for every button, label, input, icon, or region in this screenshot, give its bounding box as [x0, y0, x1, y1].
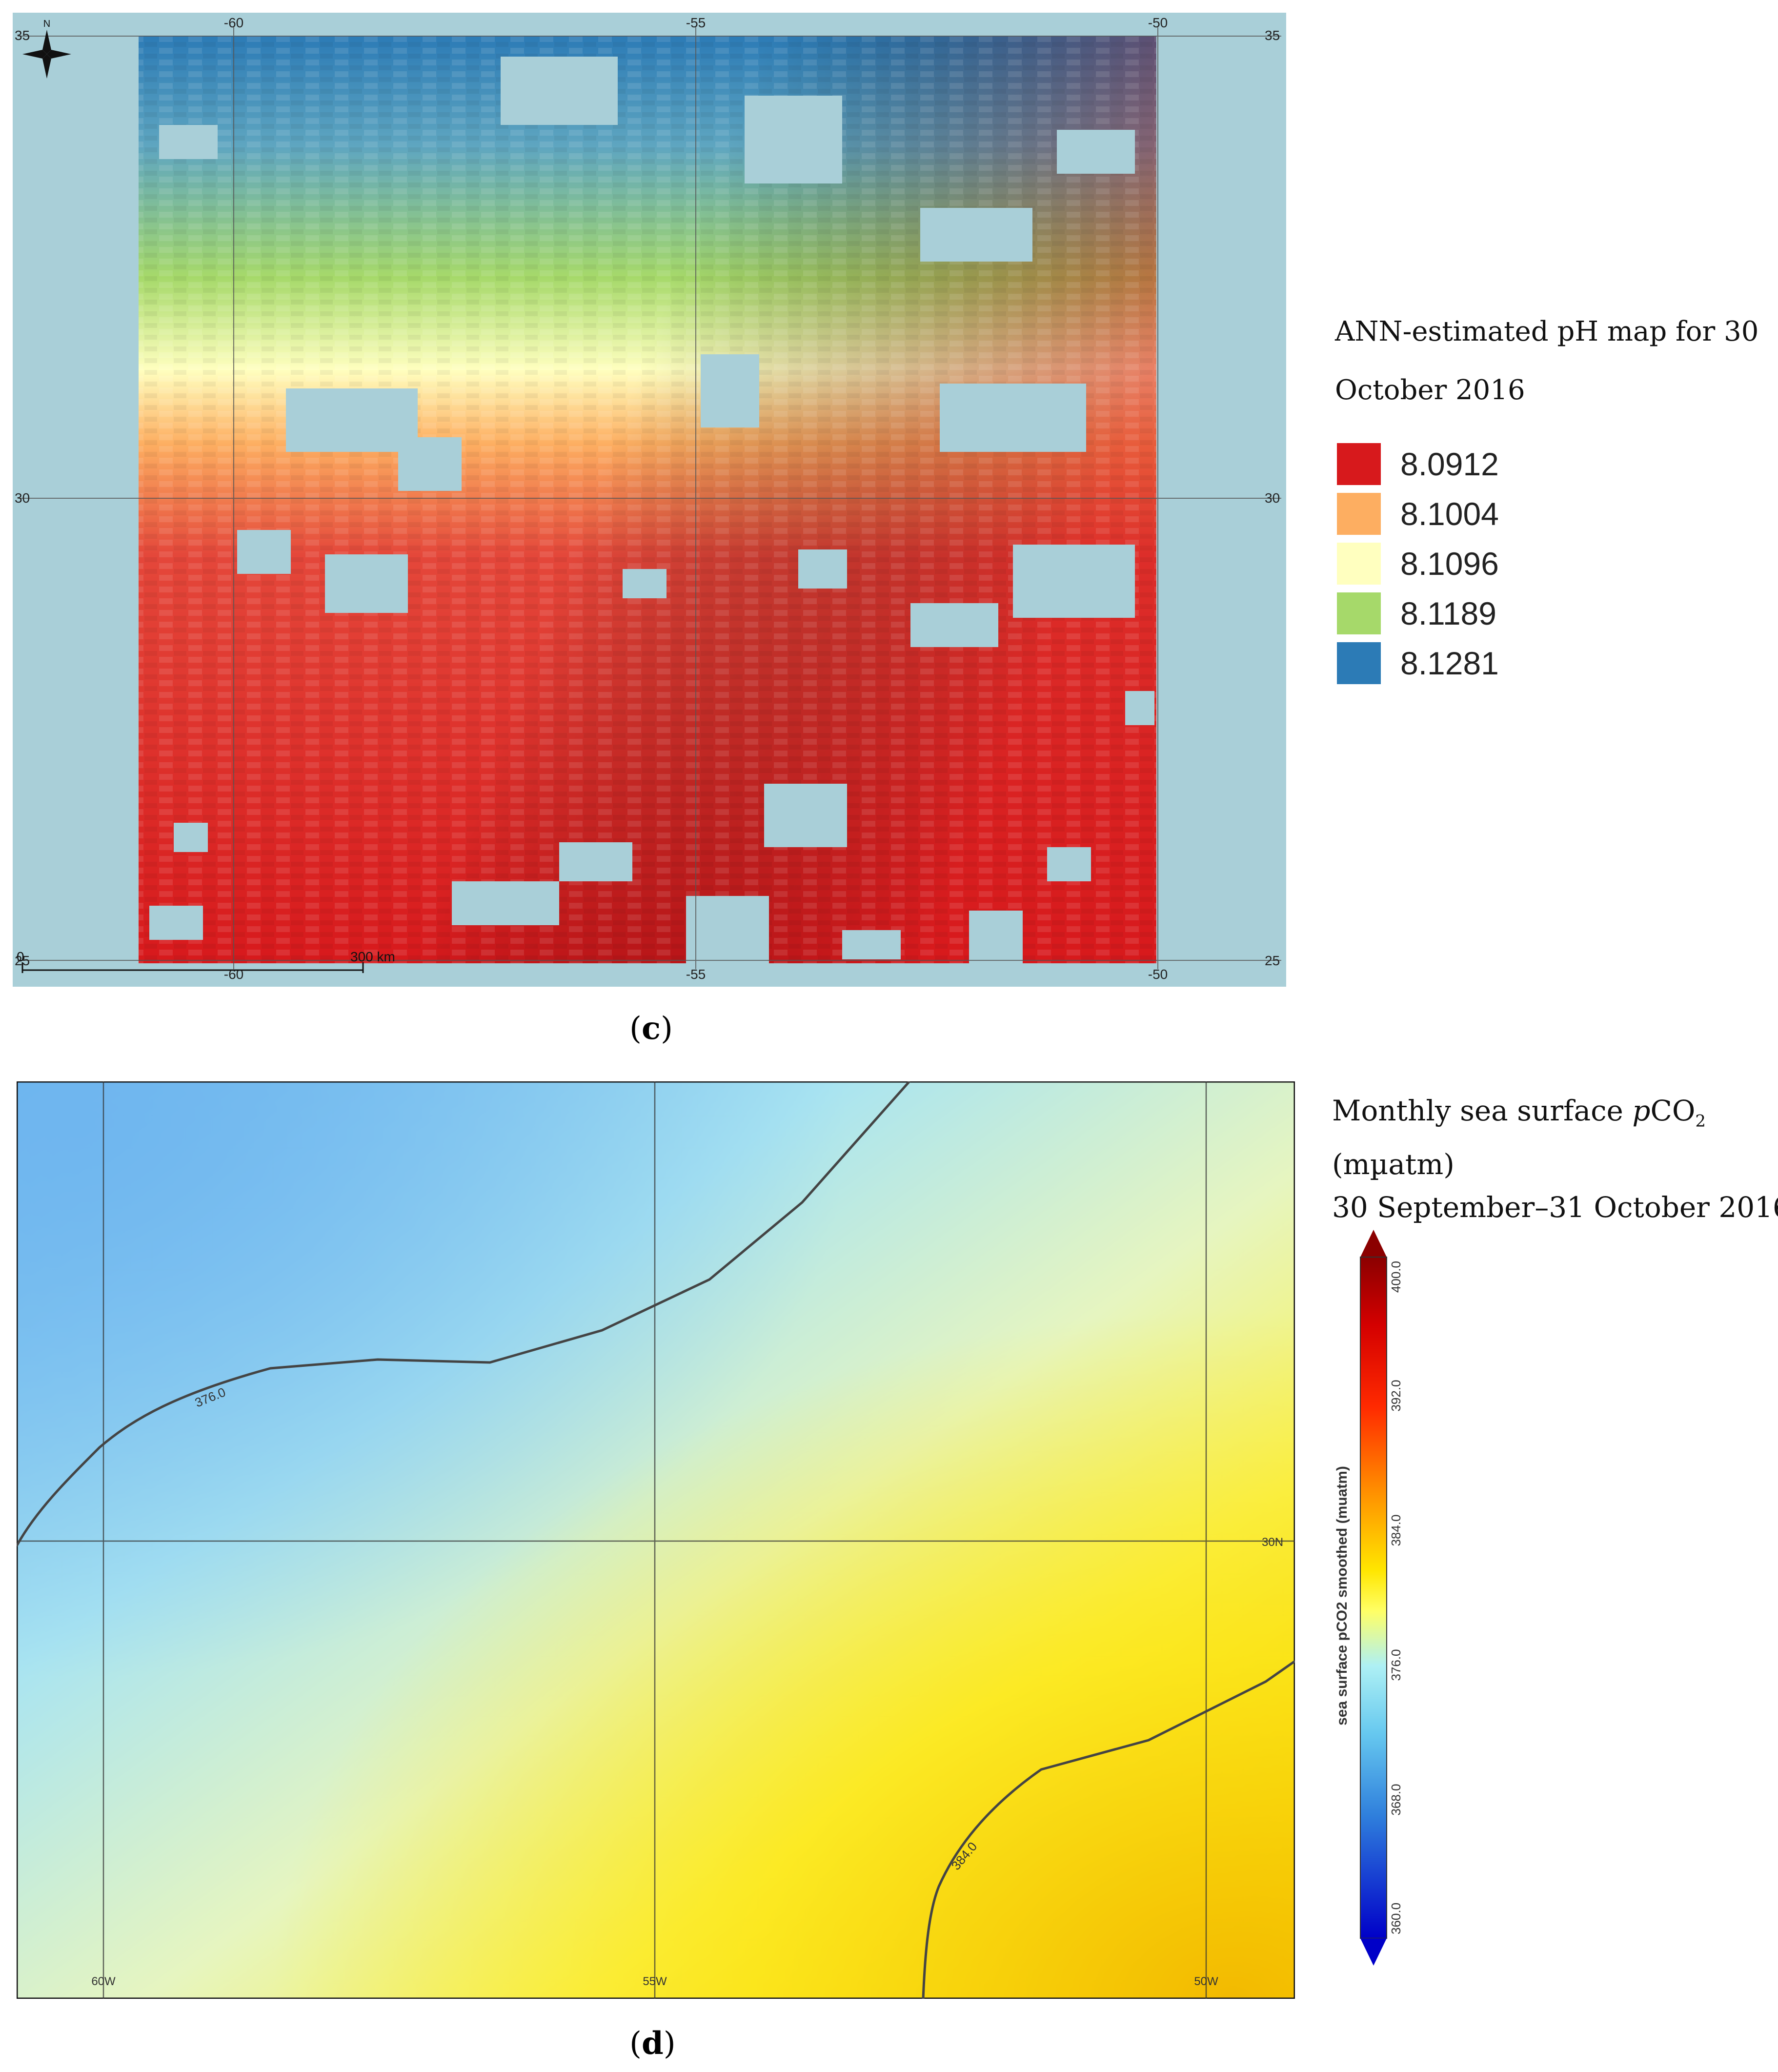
lon-label-50w: 50W [1194, 1975, 1218, 1988]
ph-legend-item: 8.1281 [1337, 638, 1499, 688]
ph-legend-swatch [1337, 642, 1381, 684]
pco2-map-graticule [17, 1081, 1295, 1999]
pco2-colorbar: 400.0 392.0 384.0 376.0 368.0 360.0 sea … [1334, 1230, 1403, 1966]
ph-legend-value: 8.1281 [1400, 645, 1499, 681]
ph-legend-item: 8.1096 [1337, 539, 1499, 589]
lon-label-top-55: -55 [686, 15, 706, 30]
colorbar-tick: 392.0 [1389, 1380, 1403, 1411]
scale-bar: 0 300 km [17, 949, 395, 973]
ph-legend-swatch [1337, 543, 1381, 585]
lat-label-right-30: 30 [1265, 490, 1280, 506]
contour-376 [17, 1081, 910, 1547]
colorbar-max-arrow [1360, 1230, 1387, 1257]
lon-label-55w: 55W [643, 1975, 667, 1988]
ph-legend-swatch [1337, 493, 1381, 535]
ph-legend-item: 8.0912 [1337, 439, 1499, 489]
lon-label-bottom-55: -55 [686, 967, 706, 982]
lat-label-right-35: 35 [1265, 28, 1280, 43]
ph-legend-item: 8.1189 [1337, 589, 1499, 638]
colorbar-tick: 368.0 [1389, 1784, 1403, 1815]
ph-map-data [139, 36, 1156, 964]
pco2-legend-title: Monthly sea surface pCO2 (mµatm) 30 Sept… [1332, 1094, 1778, 1224]
ph-legend-title: ANN-estimated pH map for 30 October 2016 [1335, 316, 1759, 406]
lon-label-60w: 60W [91, 1975, 116, 1988]
ph-legend-swatch [1337, 443, 1381, 485]
ph-legend-item: 8.1004 [1337, 489, 1499, 539]
colorbar-tick: 384.0 [1389, 1514, 1403, 1546]
lon-label-bottom-50: -50 [1148, 967, 1168, 982]
lon-label-bottom-60: -60 [224, 967, 243, 982]
scale-bar-end: 300 km [350, 949, 395, 964]
lat-label-left-35: 35 [15, 28, 30, 43]
ph-legend-value: 8.0912 [1400, 446, 1499, 482]
lon-label-top-60: -60 [224, 15, 243, 30]
ph-legend-value: 8.1096 [1400, 546, 1499, 582]
ph-legend-value: 8.1189 [1400, 595, 1496, 631]
colorbar-tick: 400.0 [1389, 1261, 1403, 1293]
lat-label-30n: 30N [1262, 1536, 1283, 1549]
colorbar-tick: 376.0 [1389, 1649, 1403, 1681]
lat-label-left-30: 30 [15, 490, 30, 506]
lat-label-right-25: 25 [1265, 953, 1280, 968]
north-label: N [43, 19, 50, 29]
colorbar-axis-label: sea surface pCO2 smoothed (muatm) [1334, 1466, 1350, 1726]
north-arrow-icon: N [22, 19, 71, 79]
panel-d-label: (d) [629, 2025, 676, 2062]
colorbar-min-arrow [1360, 1938, 1387, 1966]
scale-bar-start: 0 [17, 949, 24, 964]
colorbar-tick: 360.0 [1389, 1903, 1403, 1934]
ph-legend: 8.0912 8.1004 8.1096 8.1189 8.1281 [1337, 439, 1499, 688]
pco2-map: 376.0 384.0 60W 55W 50W 30N [17, 1081, 1295, 1999]
lon-label-top-50: -50 [1148, 15, 1168, 30]
ph-map-graticule [18, 27, 1281, 969]
contour-384 [922, 1660, 1295, 1999]
ph-legend-swatch [1337, 592, 1381, 634]
ph-legend-value: 8.1004 [1400, 496, 1499, 532]
panel-c-label: (c) [629, 1010, 673, 1047]
ph-map: -60 -55 -50 -60 -55 -50 35 30 25 35 30 2… [13, 13, 1286, 987]
